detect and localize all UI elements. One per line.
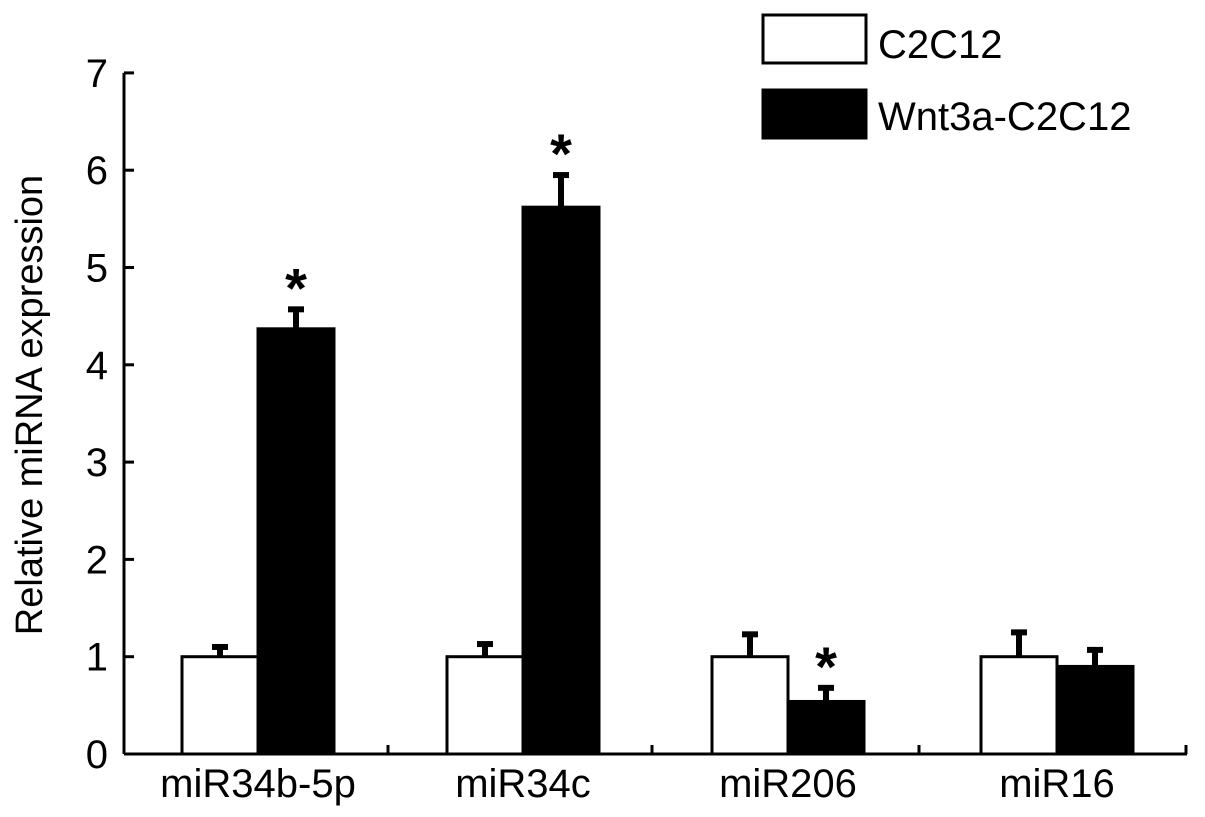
y-axis-label: Relative miRNA expression (9, 175, 51, 635)
legend: C2C12 Wnt3a-C2C12 (761, 13, 1131, 140)
legend-swatch-c2c12 (761, 13, 868, 65)
y-tick-label: 6 (86, 149, 108, 193)
bars: * * * (180, 122, 1135, 756)
bar-c2c12 (445, 655, 525, 756)
y-tick-label: 4 (86, 344, 108, 388)
significance-marker: * (550, 122, 572, 185)
y-tick-label: 7 (86, 52, 108, 96)
x-tick-label: miR34b-5p (160, 762, 356, 806)
bar-wnt3a-c2c12 (256, 327, 336, 756)
x-tick-label: miR34c (455, 762, 591, 806)
y-tick-label: 1 (86, 636, 108, 680)
bar-wnt3a-c2c12 (521, 205, 601, 756)
legend-label-wnt3a-c2c12: Wnt3a-C2C12 (878, 95, 1131, 139)
bar-c2c12 (180, 655, 260, 756)
x-tick-label: miR16 (999, 762, 1115, 806)
axes: 0 1 2 3 4 5 6 7 miR34b-5p miR34c miR206 miR16 (86, 52, 1188, 806)
bar-c2c12 (979, 655, 1059, 756)
significance-marker: * (285, 256, 307, 319)
x-tick-label: miR206 (719, 762, 857, 806)
bar-wnt3a-c2c12 (786, 699, 866, 756)
bar-c2c12 (710, 655, 790, 756)
y-tick-label: 0 (86, 733, 108, 777)
y-tick-label: 2 (86, 538, 108, 582)
significance-marker: * (815, 635, 837, 698)
legend-label-c2c12: C2C12 (878, 23, 1003, 67)
bar-wnt3a-c2c12 (1055, 664, 1135, 756)
legend-swatch-wnt3a-c2c12 (761, 88, 868, 140)
y-tick-label: 5 (86, 247, 108, 291)
y-tick-label: 3 (86, 441, 108, 485)
